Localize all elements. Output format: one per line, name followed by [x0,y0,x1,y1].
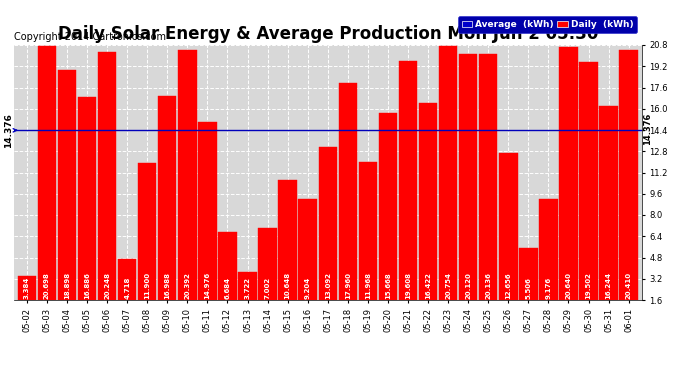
Text: 11.968: 11.968 [365,272,371,299]
Bar [499,153,518,300]
Bar [18,276,36,300]
Bar [38,46,56,300]
Bar [118,259,137,300]
Text: 3.384: 3.384 [24,277,30,299]
Bar [620,50,638,300]
Text: 16.988: 16.988 [164,272,170,299]
Bar [399,61,417,300]
Bar [539,200,558,300]
Text: 18.898: 18.898 [64,272,70,299]
Text: 17.960: 17.960 [345,272,351,299]
Bar [258,228,277,300]
Text: 7.002: 7.002 [264,277,270,299]
Text: 9.204: 9.204 [305,277,310,299]
Text: 20.248: 20.248 [104,272,110,299]
Bar [78,97,96,300]
Bar [198,122,217,300]
Text: 3.722: 3.722 [244,278,250,299]
Text: 20.392: 20.392 [184,273,190,299]
Bar [519,248,538,300]
Text: 20.136: 20.136 [485,273,491,299]
Text: 12.656: 12.656 [505,273,511,299]
Text: 20.640: 20.640 [566,272,571,299]
Text: 6.684: 6.684 [224,277,230,299]
Bar [98,53,117,300]
Text: 19.608: 19.608 [405,272,411,299]
Text: 16.886: 16.886 [84,273,90,299]
Text: 19.502: 19.502 [586,273,591,299]
Bar [479,54,497,300]
Text: Copyright 2014 Cartronics.com: Copyright 2014 Cartronics.com [14,33,166,42]
Text: 20.120: 20.120 [465,273,471,299]
Bar [319,147,337,300]
Bar [439,46,457,300]
Bar [359,162,377,300]
Bar [459,54,477,300]
Bar [339,83,357,300]
Text: 13.092: 13.092 [325,272,331,299]
Bar [158,96,177,300]
Text: 16.244: 16.244 [606,272,611,299]
Text: 20.410: 20.410 [626,272,631,299]
Text: 20.698: 20.698 [44,273,50,299]
Bar [278,180,297,300]
Bar [580,62,598,300]
Text: 14.376: 14.376 [642,112,651,144]
Text: 14.976: 14.976 [204,272,210,299]
Bar [560,47,578,300]
Bar [238,272,257,300]
Text: 4.718: 4.718 [124,277,130,299]
Title: Daily Solar Energy & Average Production Mon Jun 2 05:30: Daily Solar Energy & Average Production … [57,26,598,44]
Legend: Average  (kWh), Daily  (kWh): Average (kWh), Daily (kWh) [458,16,637,33]
Text: 9.176: 9.176 [545,277,551,299]
Text: 14.376: 14.376 [4,113,13,148]
Bar [299,199,317,300]
Bar [138,163,157,300]
Text: 15.668: 15.668 [385,273,391,299]
Bar [58,70,76,300]
Text: 10.648: 10.648 [285,272,290,299]
Text: 20.754: 20.754 [445,272,451,299]
Text: 11.900: 11.900 [144,272,150,299]
Bar [178,50,197,300]
Bar [379,113,397,300]
Bar [600,105,618,300]
Text: 5.506: 5.506 [525,278,531,299]
Bar [419,103,437,300]
Bar [218,232,237,300]
Text: 16.422: 16.422 [425,273,431,299]
